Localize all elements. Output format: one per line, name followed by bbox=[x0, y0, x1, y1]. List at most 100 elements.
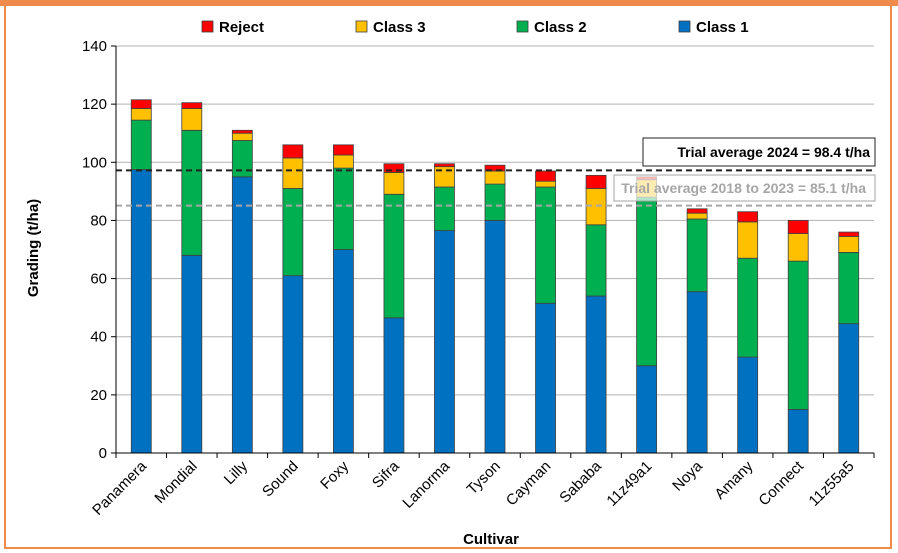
x-tick-label: Lilly bbox=[221, 457, 252, 488]
bar-mondial-class-1 bbox=[181, 254, 203, 454]
y-tick-label: 120 bbox=[82, 96, 107, 113]
bar-lilly-reject bbox=[231, 129, 253, 134]
y-tick-label: 0 bbox=[99, 445, 107, 462]
x-tick-label: Sababa bbox=[556, 457, 605, 506]
y-axis: 0 20 40 60 80 100 120 140 bbox=[82, 38, 117, 462]
x-tick-label: Sound bbox=[259, 458, 302, 501]
bar-foxy-reject bbox=[332, 144, 354, 156]
bar-noya-class-2 bbox=[686, 218, 708, 293]
x-tick-label: Connect bbox=[755, 457, 807, 509]
y-tick-label: 60 bbox=[90, 271, 107, 288]
bar-sound-class-1 bbox=[282, 275, 304, 454]
bar-tyson-class-1 bbox=[484, 220, 506, 454]
bar-lanorma-class-1 bbox=[434, 230, 455, 454]
bar-mondial-reject bbox=[181, 102, 203, 109]
bar-sound-reject bbox=[282, 144, 304, 159]
bar-noya-class-1 bbox=[686, 291, 708, 454]
bar-amany-class-1 bbox=[737, 356, 759, 454]
bar-sound-class-3 bbox=[282, 157, 304, 189]
x-tick-label: Foxy bbox=[317, 457, 352, 492]
bar-11z55a5-class-3 bbox=[838, 236, 860, 253]
bar-amany-class-2 bbox=[737, 257, 759, 358]
bar-lanorma-class-2 bbox=[434, 186, 455, 232]
bar-panamera-class-1 bbox=[130, 169, 152, 454]
reference-label-2: Trial average 2018 to 2023 = 85.1 t/ha bbox=[621, 180, 866, 196]
bar-cayman-class-1 bbox=[535, 302, 556, 454]
bar-lanorma-reject bbox=[434, 163, 455, 168]
bar-lilly-class-1 bbox=[231, 176, 253, 454]
bar-mondial-class-2 bbox=[181, 129, 203, 256]
bar-11z55a5-class-2 bbox=[838, 252, 860, 325]
x-tick-label: Sifra bbox=[369, 457, 403, 491]
bar-connect-reject bbox=[787, 220, 809, 234]
bar-11z49a1-class-1 bbox=[636, 365, 657, 454]
bar-noya-class-3 bbox=[686, 212, 708, 220]
bar-sifra-reject bbox=[383, 163, 405, 173]
bar-sifra-class-1 bbox=[383, 317, 405, 454]
y-tick-label: 80 bbox=[90, 212, 107, 229]
bar-tyson-class-3 bbox=[484, 170, 506, 185]
bar-sababa-class-3 bbox=[585, 188, 607, 226]
legend-label-class-1: Class 1 bbox=[696, 19, 749, 36]
legend-label-class-2: Class 2 bbox=[534, 19, 587, 36]
bar-amany-class-3 bbox=[737, 221, 759, 259]
bar-noya-reject bbox=[686, 208, 708, 214]
legend-swatch-class-3 bbox=[355, 20, 368, 33]
bar-11z55a5-class-1 bbox=[838, 323, 860, 454]
legend-swatch-class-2 bbox=[516, 20, 529, 33]
bar-lilly-class-3 bbox=[231, 132, 253, 141]
bar-sifra-class-3 bbox=[383, 172, 405, 195]
reference-label-box-1 bbox=[642, 137, 876, 167]
x-tick-label: Cayman bbox=[503, 458, 555, 510]
reference-label-box-2 bbox=[613, 174, 876, 202]
x-tick-label: Mondial bbox=[151, 458, 200, 507]
bar-11z55a5-reject bbox=[838, 231, 860, 237]
bar-11z49a1-class-2 bbox=[636, 196, 657, 367]
bar-cayman-class-3 bbox=[535, 180, 556, 188]
legend-label-class-3: Class 3 bbox=[373, 19, 426, 36]
bar-connect-class-3 bbox=[787, 233, 809, 262]
legend-swatch-reject bbox=[201, 20, 214, 33]
legend-swatch-class-1 bbox=[678, 20, 691, 33]
x-tick-label: Tyson bbox=[464, 458, 504, 498]
bar-sababa-class-1 bbox=[585, 295, 607, 454]
bar-panamera-class-2 bbox=[130, 119, 152, 170]
bar-panamera-reject bbox=[130, 99, 152, 109]
x-tick-label: Lanorma bbox=[399, 457, 453, 511]
bar-tyson-reject bbox=[484, 164, 506, 172]
bar-mondial-class-3 bbox=[181, 108, 203, 131]
legend-label-reject: Reject bbox=[219, 19, 264, 36]
bar-cayman-reject bbox=[535, 170, 556, 182]
x-tick-label: 11z49a1 bbox=[603, 458, 655, 510]
chart-frame bbox=[4, 3, 892, 549]
bars-layer bbox=[130, 99, 860, 454]
bar-panamera-class-3 bbox=[130, 108, 152, 121]
x-axis-title: Cultivar bbox=[463, 531, 519, 548]
x-axis: Panamera Mondial Lilly Sound Foxy SifraLanorm… bbox=[89, 452, 875, 519]
x-tick-label: Noya bbox=[669, 457, 706, 494]
y-tick-label: 100 bbox=[82, 154, 107, 171]
bar-amany-reject bbox=[737, 211, 759, 223]
bar-foxy-class-2 bbox=[332, 167, 354, 250]
bar-foxy-class-1 bbox=[332, 249, 354, 454]
bar-sababa-class-2 bbox=[585, 224, 607, 297]
x-tick-label: 11z55a5 bbox=[806, 458, 858, 510]
reference-lines: Trial average 2024 = 98.4 t/ha Trial aver… bbox=[116, 137, 876, 207]
y-tick-label: 40 bbox=[90, 329, 107, 346]
legend: Reject Class 3 Class 2 Class 1 bbox=[201, 19, 749, 36]
y-tick-label: 140 bbox=[82, 38, 107, 55]
bar-sababa-reject bbox=[585, 174, 607, 189]
bar-foxy-class-3 bbox=[332, 154, 354, 169]
bar-sound-class-2 bbox=[282, 188, 304, 277]
bar-connect-class-1 bbox=[787, 408, 809, 454]
y-axis-title: Grading (t/ha) bbox=[25, 199, 42, 297]
bar-sifra-class-2 bbox=[383, 193, 405, 319]
x-tick-label: Panamera bbox=[89, 457, 150, 518]
bar-tyson-class-2 bbox=[484, 183, 506, 221]
bar-cayman-class-2 bbox=[535, 186, 556, 304]
y-tick-label: 20 bbox=[90, 387, 107, 404]
bar-connect-class-2 bbox=[787, 260, 809, 410]
x-tick-label: Amany bbox=[711, 457, 756, 502]
reference-label-1: Trial average 2024 = 98.4 t/ha bbox=[677, 144, 870, 160]
